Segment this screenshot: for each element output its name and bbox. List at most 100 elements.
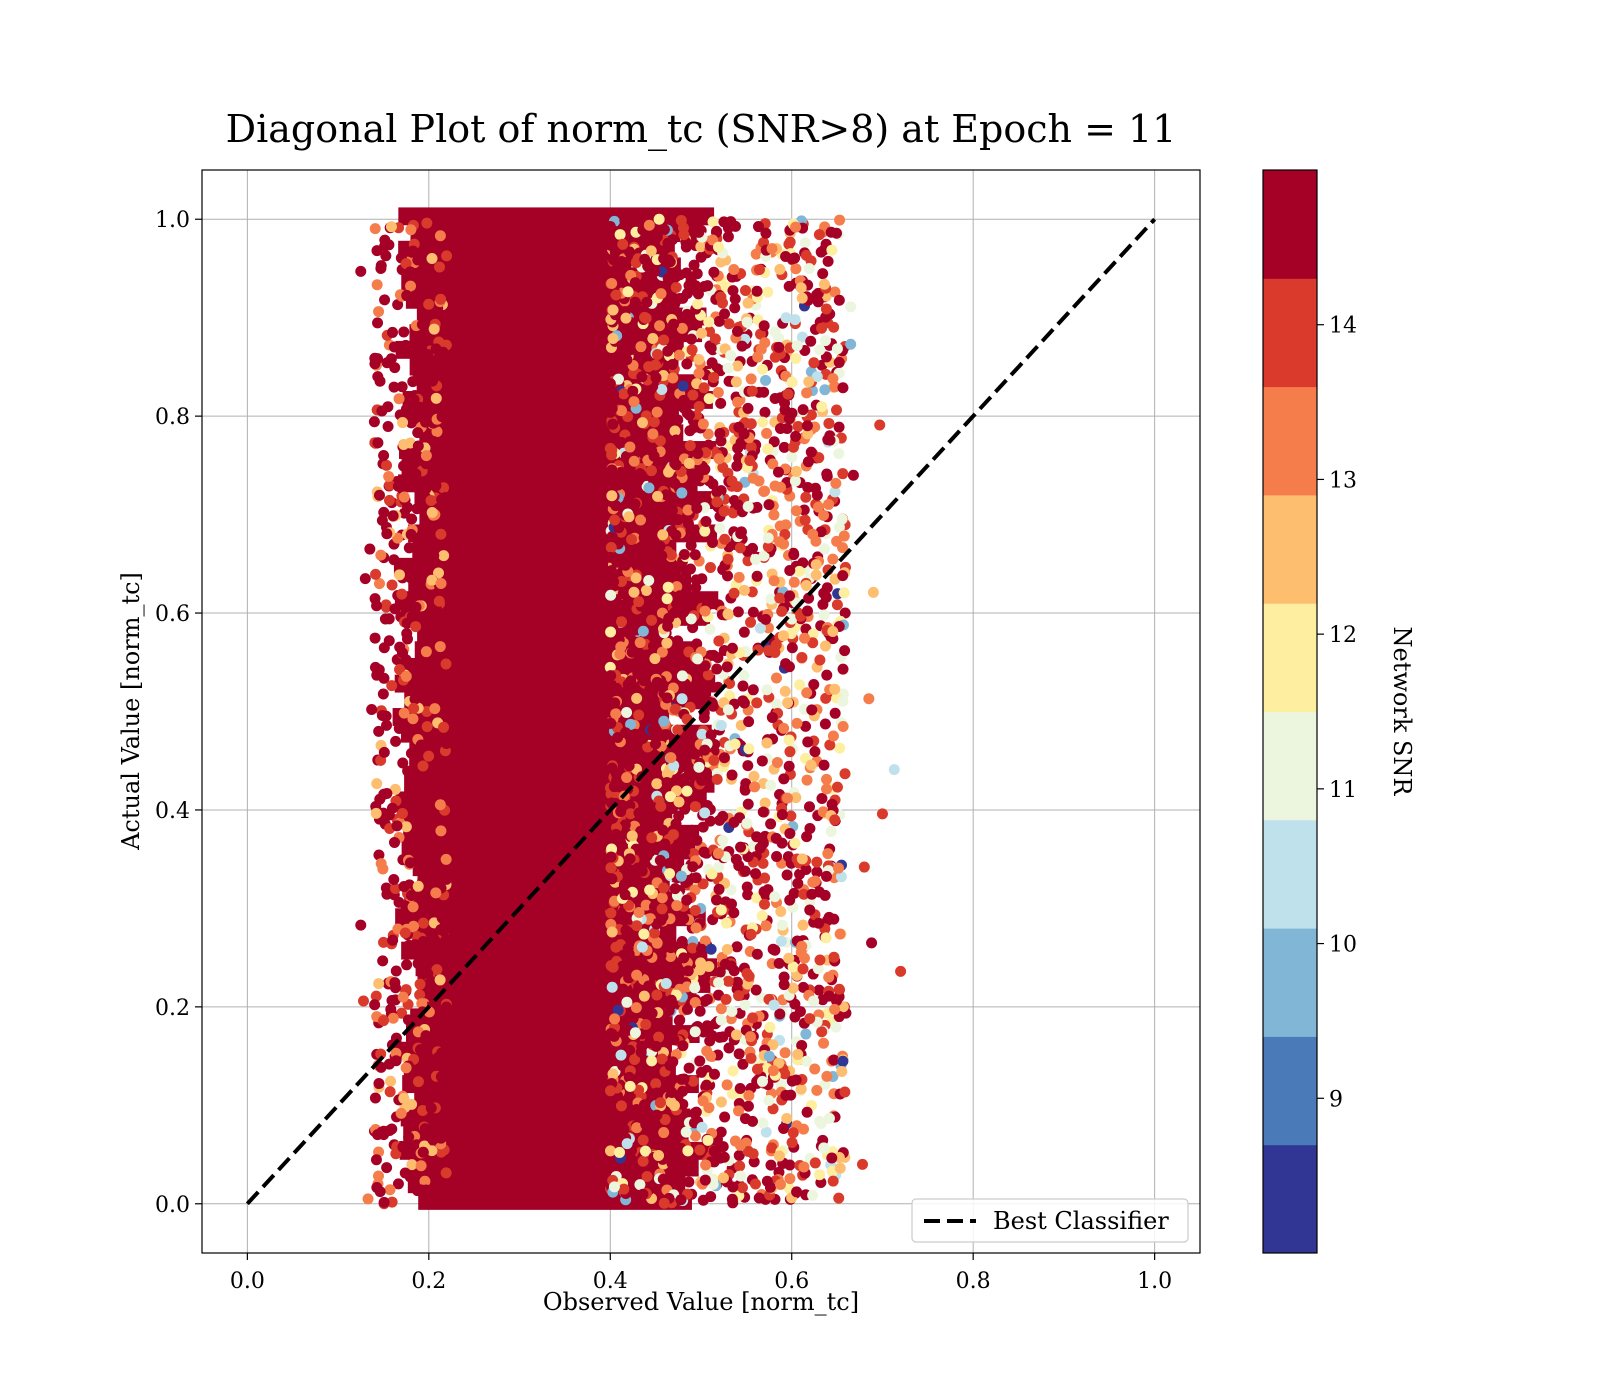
- scatter-point: [617, 588, 629, 600]
- scatter-point: [690, 582, 702, 594]
- scatter-point: [640, 584, 652, 596]
- scatter-point: [829, 486, 841, 498]
- scatter-point: [796, 292, 808, 304]
- scatter-point: [637, 1134, 649, 1146]
- scatter-point: [695, 957, 707, 969]
- scatter-point: [710, 1147, 722, 1159]
- scatter-point: [387, 1012, 399, 1024]
- scatter-point: [370, 807, 382, 819]
- scatter-point: [659, 1114, 671, 1126]
- scatter-point: [604, 606, 616, 618]
- scatter-point: [686, 824, 698, 836]
- scatter-point: [699, 995, 711, 1007]
- scatter-point: [434, 950, 446, 962]
- scatter-point: [417, 1146, 429, 1158]
- scatter-point: [800, 249, 812, 261]
- scatter-point: [645, 245, 657, 257]
- scatter-point: [371, 600, 383, 612]
- scatter-point: [791, 340, 803, 352]
- scatter-point: [604, 239, 616, 251]
- scatter-point: [606, 762, 618, 774]
- scatter-point: [666, 1157, 678, 1169]
- x-tick-label: 0.8: [956, 1269, 991, 1294]
- scatter-point: [790, 792, 802, 804]
- scatter-point: [655, 288, 667, 300]
- scatter-point: [423, 693, 435, 705]
- scatter-point: [390, 965, 402, 977]
- scatter-point: [708, 1156, 720, 1168]
- scatter-point: [416, 318, 428, 330]
- scatter-point: [762, 286, 774, 298]
- scatter-point: [833, 294, 845, 306]
- scatter-point: [417, 1105, 429, 1117]
- scatter-point: [796, 651, 808, 663]
- scatter-point: [636, 417, 648, 429]
- scatter-point: [808, 357, 820, 369]
- scatter-point: [816, 322, 828, 334]
- scatter-point: [672, 514, 684, 526]
- scatter-point: [689, 1026, 701, 1038]
- scatter-point: [762, 541, 774, 553]
- scatter-point: [831, 227, 843, 239]
- scatter-dense-band: [393, 1041, 672, 1060]
- scatter-point: [702, 669, 714, 681]
- scatter-point: [750, 248, 762, 260]
- scatter-point: [665, 994, 677, 1006]
- scatter-point: [629, 498, 641, 510]
- scatter-point: [704, 815, 716, 827]
- scatter-point: [814, 344, 826, 356]
- scatter-point: [673, 796, 685, 808]
- scatter-point: [636, 371, 648, 383]
- scatter-point: [790, 263, 802, 275]
- scatter-point: [649, 738, 661, 750]
- scatter-point: [621, 996, 633, 1008]
- scatter-point: [658, 224, 670, 236]
- scatter-point: [658, 334, 670, 346]
- scatter-point: [629, 215, 641, 227]
- scatter-point: [605, 670, 617, 682]
- scatter-point: [368, 416, 380, 428]
- scatter-point: [764, 1021, 776, 1033]
- scatter-point: [622, 868, 634, 880]
- scatter-point: [770, 698, 782, 710]
- scatter-point: [605, 589, 617, 601]
- scatter-point: [430, 887, 442, 899]
- scatter-point: [823, 911, 835, 923]
- scatter-point: [820, 351, 832, 363]
- scatter-point: [664, 868, 676, 880]
- scatter-point: [812, 963, 824, 975]
- scatter-point: [412, 832, 424, 844]
- scatter-point: [645, 465, 657, 477]
- scatter-point: [696, 573, 708, 585]
- scatter-point: [676, 487, 688, 499]
- scatter-point: [701, 1045, 713, 1057]
- scatter-point: [739, 999, 751, 1011]
- scatter-point: [815, 526, 827, 538]
- scatter-point: [749, 1178, 761, 1190]
- scatter-point: [683, 280, 695, 292]
- scatter-point: [773, 957, 785, 969]
- scatter-point: [400, 403, 412, 415]
- scatter-point: [814, 1115, 826, 1127]
- scatter-point: [383, 470, 395, 482]
- scatter-point: [398, 460, 410, 472]
- scatter-point: [407, 245, 419, 257]
- scatter-point: [388, 381, 400, 393]
- scatter-point: [741, 316, 753, 328]
- scatter-point: [770, 672, 782, 684]
- scatter-point: [671, 900, 683, 912]
- scatter-point: [695, 464, 707, 476]
- scatter-point: [751, 892, 763, 904]
- scatter-point: [661, 637, 673, 649]
- scatter-point: [624, 800, 636, 812]
- scatter-point: [654, 435, 666, 447]
- scatter-point: [619, 214, 631, 226]
- scatter-point: [783, 952, 795, 964]
- scatter-point: [663, 1005, 675, 1017]
- scatter-point: [619, 559, 631, 571]
- scatter-point: [625, 675, 637, 687]
- scatter-point: [425, 495, 437, 507]
- scatter-point: [393, 569, 405, 581]
- scatter-point: [628, 586, 640, 598]
- scatter-point: [823, 1112, 835, 1124]
